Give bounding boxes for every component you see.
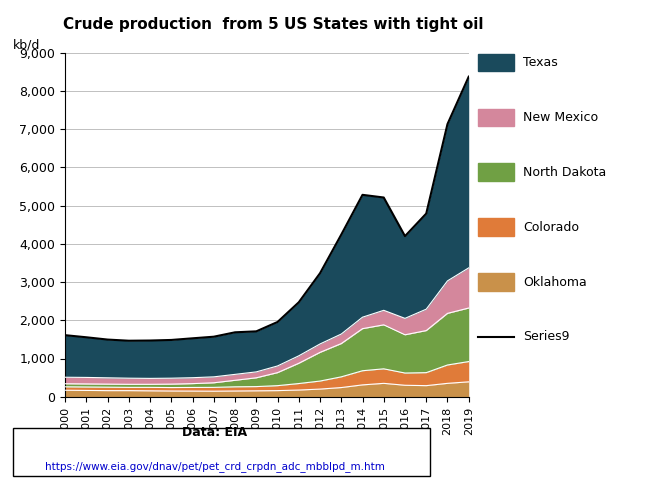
Text: New Mexico: New Mexico [523, 110, 598, 124]
Text: Oklahoma: Oklahoma [523, 275, 587, 289]
Text: Texas: Texas [523, 55, 557, 69]
Text: Crude production  from 5 US States with tight oil: Crude production from 5 US States with t… [63, 17, 484, 32]
Text: Series9: Series9 [523, 330, 569, 344]
Text: kb/d: kb/d [13, 38, 40, 51]
Text: Data: EIA: Data: EIA [182, 426, 247, 439]
Text: https://www.eia.gov/dnav/pet/pet_crd_crpdn_adc_mbblpd_m.htm: https://www.eia.gov/dnav/pet/pet_crd_crp… [45, 461, 385, 472]
Text: Colorado: Colorado [523, 220, 579, 234]
Text: North Dakota: North Dakota [523, 165, 606, 179]
